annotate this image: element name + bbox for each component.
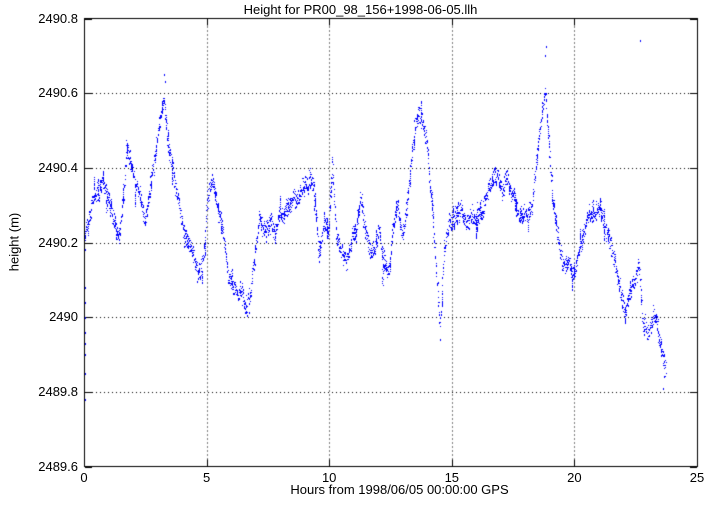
x-axis-label: Hours from 1998/06/05 00:00:00 GPS (290, 482, 509, 497)
x-tick-label: 15 (444, 470, 460, 485)
y-tick-label: 2490.6 (38, 85, 78, 101)
x-tick-label: 0 (80, 470, 88, 485)
y-tick-label: 2490 (49, 309, 78, 325)
y-tick-label: 2490.8 (38, 10, 78, 26)
x-tick-label: 10 (321, 470, 337, 485)
y-tick-label: 2490.4 (38, 159, 78, 175)
chart-title: Height for PR00_98_156+1998-06-05.llh (243, 2, 478, 17)
y-tick-label: 2490.2 (38, 234, 78, 250)
x-tick-label: 25 (689, 470, 705, 485)
x-tick-label: 5 (202, 470, 211, 485)
y-tick-label: 2489.8 (38, 383, 78, 399)
x-tick-label: 20 (567, 470, 582, 485)
y-tick-label: 2489.6 (38, 458, 78, 474)
